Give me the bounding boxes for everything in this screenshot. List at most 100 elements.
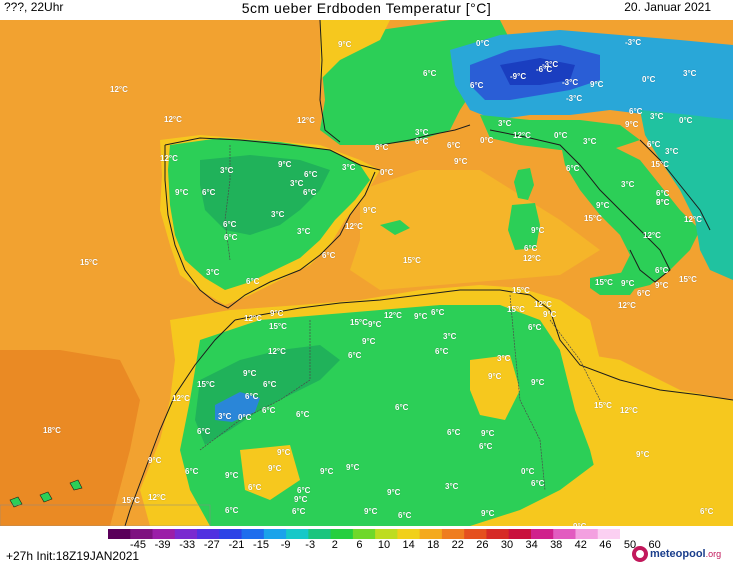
temperature-label: 12°C [345,222,363,231]
temperature-label: 6°C [197,427,211,436]
scale-tick-label: 14 [402,539,415,551]
temperature-label: 12°C [643,231,661,240]
scale-tick-label: -33 [179,539,196,551]
temperature-label: 6°C [223,220,237,229]
temperature-label: 6°C [398,511,412,520]
temperature-label: 3°C [271,210,285,219]
scale-tick-label: -15 [253,539,269,551]
temperature-label: 6°C [470,81,484,90]
corsica [514,168,534,200]
temperature-label: -3°C [562,78,579,87]
temperature-label: 6°C [245,392,259,401]
temperature-label: 0°C [521,467,535,476]
scale-swatch [130,529,154,539]
temperature-label: 6°C [375,143,389,152]
temperature-label: 3°C [665,147,679,156]
temperature-label: 9°C [277,448,291,457]
temperature-label: 12°C [110,85,128,94]
temperature-label: 12°C [384,311,402,320]
scale-swatch [197,529,220,539]
scale-swatch [286,529,309,539]
temperature-label: 6°C [304,170,318,179]
temperature-label: 6°C [292,507,306,516]
med-sea-central [350,170,600,290]
temperature-label: 9°C [655,281,669,290]
scale-tick-label: 18 [427,539,440,551]
temperature-label: 9°C [596,201,610,210]
scale-swatch [241,529,265,539]
temperature-label: 3°C [621,180,635,189]
temperature-label: 9°C [364,507,378,516]
temperature-label: 6°C [637,289,651,298]
temperature-label: 6°C [629,107,643,116]
map-title: 5cm ueber Erdboden Temperatur [°C] [241,0,492,16]
scale-swatch [419,529,443,539]
temperature-label: 9°C [481,429,495,438]
temperature-label: 0°C [480,136,494,145]
scale-tick-label: 26 [476,539,489,551]
temperature-label: 12°C [684,215,702,224]
temperature-label: 0°C [554,131,568,140]
temperature-label: 6°C [655,266,669,275]
temperature-label: 6°C [656,198,670,207]
temperature-label: 6°C [656,189,670,198]
temperature-label: -6°C [536,65,553,74]
scale-tick-label: 10 [377,539,391,551]
temperature-label: 6°C [202,188,216,197]
coastline-africa [124,289,733,526]
temperature-label: 9°C [387,488,401,497]
scale-swatch [441,529,465,539]
temperature-label: 9°C [531,378,545,387]
temperature-label: 6°C [531,479,545,488]
meteopool-logo-icon [632,546,648,562]
color-scale-ticks: -45 -39 -33 -27 -21 -15 -9 -3 2 6 10 14 18 22 26 30 34 38… [100,539,661,551]
temperature-label: 9°C [625,120,639,129]
logo-tld: .org [705,549,722,559]
temperature-label: 3°C [220,166,234,175]
temperature-label: 6°C [431,308,445,317]
temperature-label: 15°C [512,286,530,295]
scale-swatch [152,529,176,539]
temperature-label: 0°C [238,413,252,422]
temperature-label: 3°C [445,482,459,491]
temperature-label: 3°C [498,119,512,128]
temperature-label: 6°C [528,323,542,332]
temperature-label: 6°C [224,233,238,242]
temperature-label: 9°C [481,509,495,518]
temperature-label: 9°C [621,279,635,288]
temperature-label: 12°C [160,154,178,163]
temperature-label: 15°C [651,160,669,169]
temperature-label: 9°C [488,372,502,381]
color-scale-bar [108,529,620,539]
temperature-label: 6°C [395,403,409,412]
temperature-label: 9°C [531,226,545,235]
temperature-label: 3°C [342,163,356,172]
sahara-warm-1 [470,355,520,420]
temperature-map [0,20,733,526]
temperature-label: 3°C [218,412,232,421]
scale-swatch [530,529,554,539]
scale-tick-label: 38 [550,539,563,551]
map-header: ???, 22Uhr 5cm ueber Erdboden Temperatur… [0,0,733,20]
temperature-label: 6°C [225,506,239,515]
meteopool-logo[interactable]: meteopool.org [632,545,733,565]
scale-swatch [174,529,198,539]
scale-swatch [375,529,398,539]
scale-swatch [330,529,354,539]
scale-tick-label: -45 [130,539,146,551]
temperature-label: 9°C [175,188,189,197]
scale-swatch [352,529,376,539]
temperature-label: 12°C [620,406,638,415]
temperature-label: 9°C [362,337,376,346]
logo-text: meteopool.org [650,548,721,560]
temperature-label: 3°C [650,112,664,121]
coastline-italy [489,129,711,283]
temperature-label: 9°C [363,206,377,215]
temperature-label: 15°C [595,278,613,287]
temperature-label: 9°C [414,312,428,321]
temperature-label: 12°C [148,493,166,502]
coastline-iberia [164,137,381,309]
sardinia [508,203,540,250]
temperature-label: 6°C [248,483,262,492]
scale-tick-label: -9 [280,539,291,551]
